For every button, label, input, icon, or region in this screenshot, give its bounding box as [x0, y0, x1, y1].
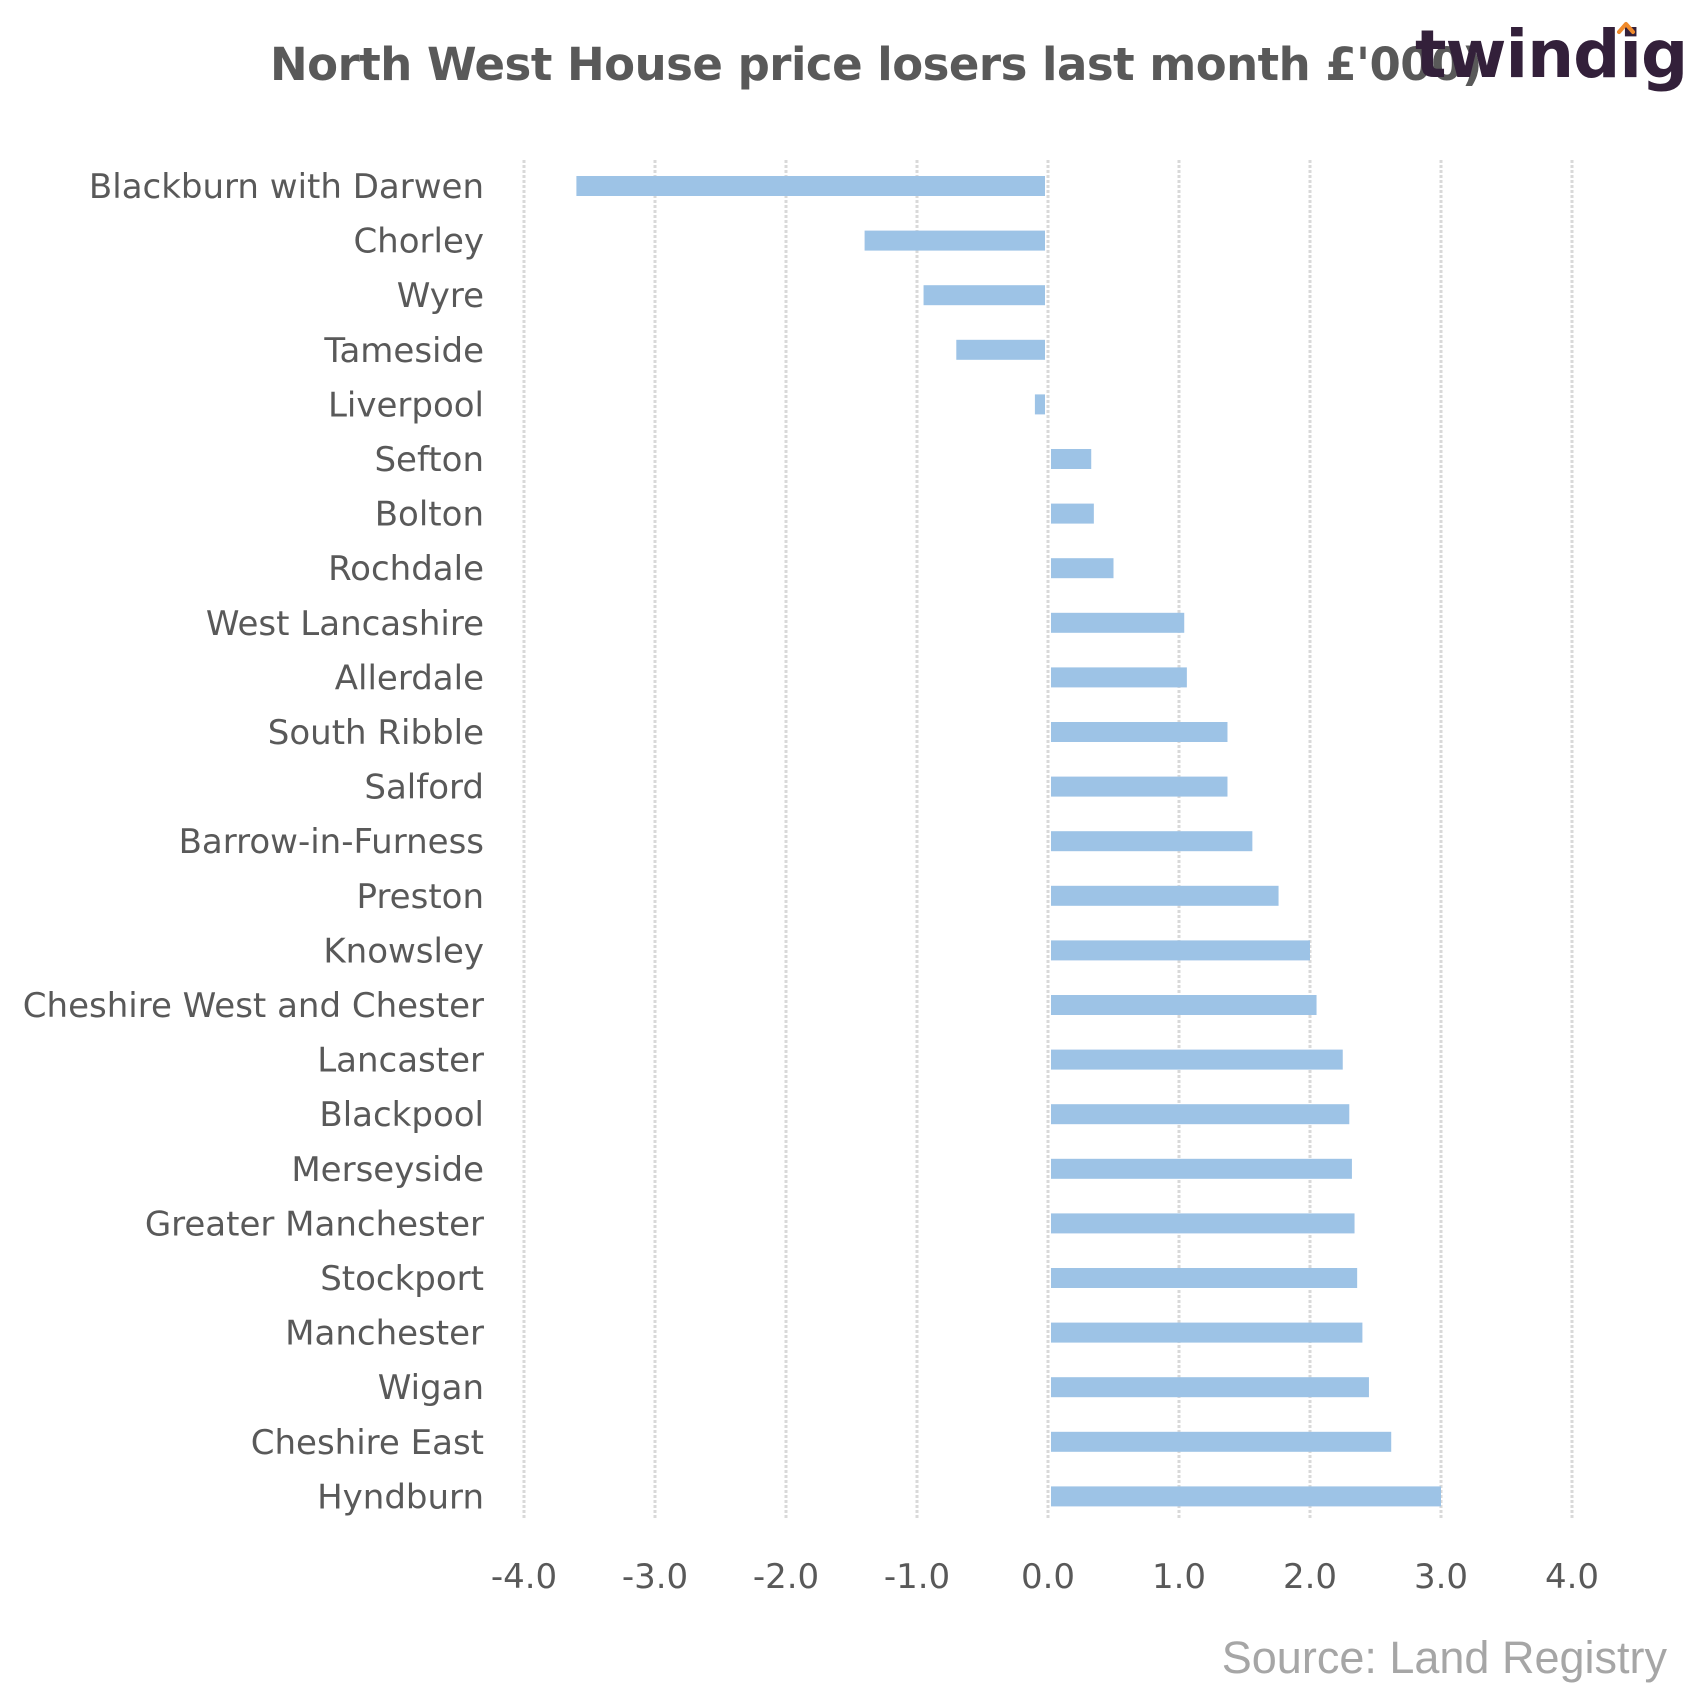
bar: [956, 339, 1045, 360]
x-tick-label: 2.0: [1283, 1557, 1337, 1597]
x-tick-label: 1.0: [1152, 1557, 1206, 1597]
bar: [1051, 612, 1185, 633]
category-label: Tameside: [323, 331, 484, 371]
bar: [1034, 394, 1045, 415]
category-label: Hyndburn: [317, 1477, 484, 1517]
x-tick-label: 3.0: [1414, 1557, 1468, 1597]
bar: [1051, 667, 1187, 688]
category-labels: Blackburn with Darwen Chorley Wyre Tameside…: [23, 167, 484, 1517]
category-label: Blackpool: [319, 1095, 484, 1135]
bar: [1051, 1322, 1363, 1343]
bars: [576, 176, 1441, 1507]
bar: [576, 176, 1045, 196]
bar: [1051, 503, 1094, 524]
category-label: Bolton: [375, 495, 484, 535]
x-axis-tick-labels: -4.0 -3.0 -2.0 -1.0 0.0 1.0 2.0 3.0 4.0: [491, 1557, 1599, 1597]
category-label: Allerdale: [335, 658, 484, 698]
category-label: Wigan: [378, 1368, 484, 1408]
x-tick-label: -2.0: [753, 1557, 819, 1597]
category-label: Barrow-in-Furness: [179, 822, 484, 862]
x-tick-label: 4.0: [1545, 1557, 1599, 1597]
bar: [1051, 1486, 1441, 1507]
bar: [1051, 722, 1228, 742]
x-tick-label: -4.0: [491, 1557, 557, 1597]
category-label: West Lancashire: [206, 604, 484, 644]
bar: [1051, 776, 1228, 797]
brand-logo: twindig: [1415, 16, 1688, 93]
category-label: Stockport: [320, 1259, 484, 1299]
x-tick-label: -3.0: [622, 1557, 688, 1597]
brand-logo-hat-icon: [1617, 22, 1635, 34]
bar: [1051, 1377, 1369, 1398]
bar: [1051, 940, 1310, 961]
category-label: Cheshire West and Chester: [23, 986, 484, 1026]
category-label: Wyre: [397, 276, 484, 316]
bar: [1051, 558, 1114, 579]
gridlines: [522, 160, 1574, 1520]
bar: [1051, 449, 1092, 469]
x-tick-label: -1.0: [884, 1557, 950, 1597]
category-label: South Ribble: [268, 713, 484, 753]
category-label: Preston: [357, 877, 484, 917]
category-label: Blackburn with Darwen: [89, 167, 484, 207]
category-label: Salford: [364, 768, 484, 808]
bar: [1051, 885, 1279, 906]
category-label: Merseyside: [291, 1150, 484, 1190]
bar: [1051, 1431, 1392, 1452]
bar: [1051, 1049, 1343, 1070]
category-label: Rochdale: [328, 549, 484, 589]
category-label: Cheshire East: [251, 1423, 484, 1463]
bar: [1051, 1158, 1352, 1179]
chart-title: North West House price losers last month…: [270, 38, 1482, 91]
category-label: Knowsley: [323, 931, 484, 971]
bar: [1051, 995, 1317, 1015]
category-label: Lancaster: [317, 1041, 484, 1081]
bar: [1051, 1104, 1350, 1125]
category-label: Liverpool: [328, 385, 484, 425]
category-label: Greater Manchester: [145, 1204, 484, 1244]
category-label: Manchester: [285, 1314, 484, 1354]
bar: [864, 230, 1045, 251]
bar: [1051, 1268, 1358, 1288]
source-note: Source: Land Registry: [1221, 1632, 1667, 1683]
category-label: Sefton: [374, 440, 484, 480]
bar: [1051, 831, 1253, 852]
category-label: Chorley: [353, 222, 484, 262]
x-tick-label: 0.0: [1021, 1557, 1075, 1597]
bar: [923, 285, 1045, 306]
bar: [1051, 1213, 1355, 1234]
